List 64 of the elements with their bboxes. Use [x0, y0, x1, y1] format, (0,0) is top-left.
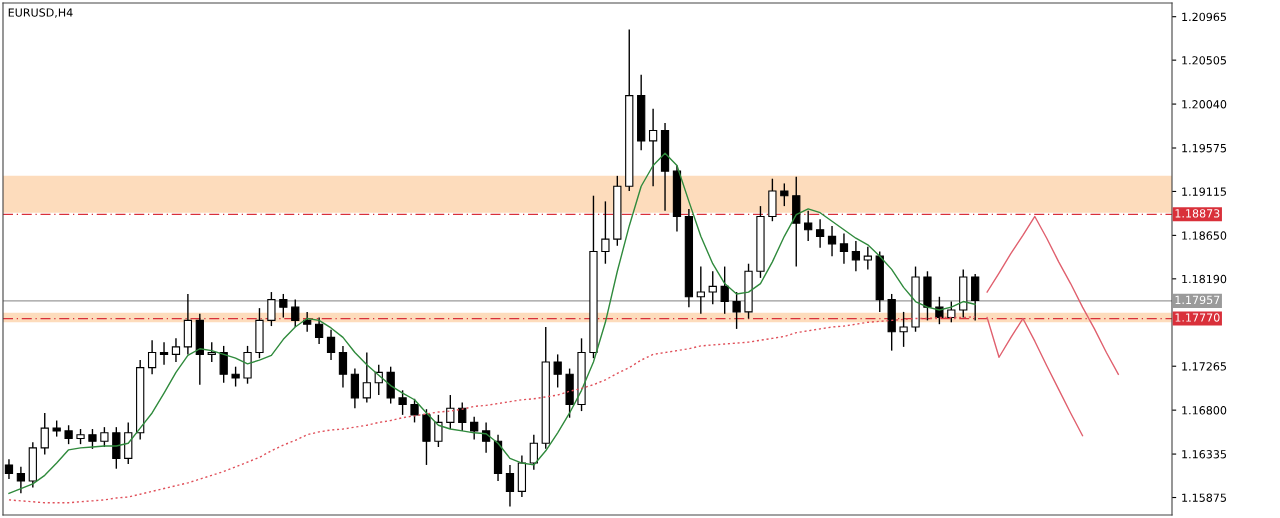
candlestick [708, 270, 717, 306]
y-tick-label: 1.17265 [1182, 362, 1226, 371]
line-series [986, 316, 1084, 437]
candlestick [326, 329, 336, 361]
candlestick [434, 414, 443, 448]
candlestick [207, 341, 216, 363]
candlestick [947, 300, 956, 323]
candlestick [529, 434, 538, 471]
candlestick [291, 298, 300, 328]
ref-line-label: 1.17957 [1175, 295, 1220, 305]
candlestick [171, 337, 181, 363]
candlestick [553, 353, 562, 389]
candlestick [100, 426, 109, 448]
y-tick-label: 1.18650 [1182, 231, 1227, 240]
candlestick [267, 291, 276, 327]
y-tick-label: 1.18190 [1182, 274, 1227, 284]
candlestick [481, 421, 491, 454]
candlestick [219, 345, 228, 384]
candlestick [470, 416, 479, 441]
candlestick [350, 367, 360, 409]
y-tick-label: 1.19115 [1182, 187, 1226, 196]
y-tick-label: 1.16800 [1182, 406, 1227, 415]
candlestick [780, 182, 789, 207]
y-tick-label: 1.20965 [1182, 12, 1226, 22]
candlestick [863, 246, 872, 271]
candlestick [648, 108, 658, 187]
candlestick [16, 466, 26, 494]
candlestick [458, 401, 467, 432]
y-tick-label: 1.15875 [1182, 493, 1226, 502]
line-series [986, 215, 1120, 375]
line-series [8, 152, 976, 494]
candlestick [446, 394, 455, 430]
candlestick [839, 232, 849, 265]
candlestick [851, 240, 861, 272]
candlestick [815, 218, 825, 249]
y-tick-label: 1.19575 [1182, 143, 1226, 153]
candlestick [40, 412, 49, 456]
candlestick [338, 345, 348, 389]
chart-title: EURUSD,H4 [8, 8, 73, 18]
candlestick [4, 458, 14, 480]
y-tick-label: 1.16335 [1182, 450, 1226, 459]
candlestick [231, 365, 240, 388]
candlestick [505, 464, 515, 508]
candlestick [601, 200, 610, 265]
candlestick [279, 293, 288, 319]
candlestick [732, 291, 741, 330]
candlestick [64, 424, 73, 445]
ref-line-label: 1.18873 [1175, 209, 1220, 218]
candlestick [314, 316, 324, 345]
candlestick [804, 210, 813, 242]
candlestick [899, 311, 908, 348]
candlestick [147, 339, 157, 375]
candlestick [303, 311, 312, 333]
y-tick-label: 1.20040 [1182, 100, 1227, 109]
candlestick [827, 225, 837, 257]
candlestick [159, 341, 169, 366]
candlestick [88, 428, 97, 450]
y-tick-label: 1.20505 [1182, 56, 1226, 65]
candlestick [720, 265, 729, 315]
candlestick [398, 389, 407, 416]
candlestick [362, 351, 371, 404]
ref-line-label: 1.17770 [1175, 313, 1220, 322]
candlestick [971, 273, 980, 322]
candlestick [696, 265, 705, 315]
